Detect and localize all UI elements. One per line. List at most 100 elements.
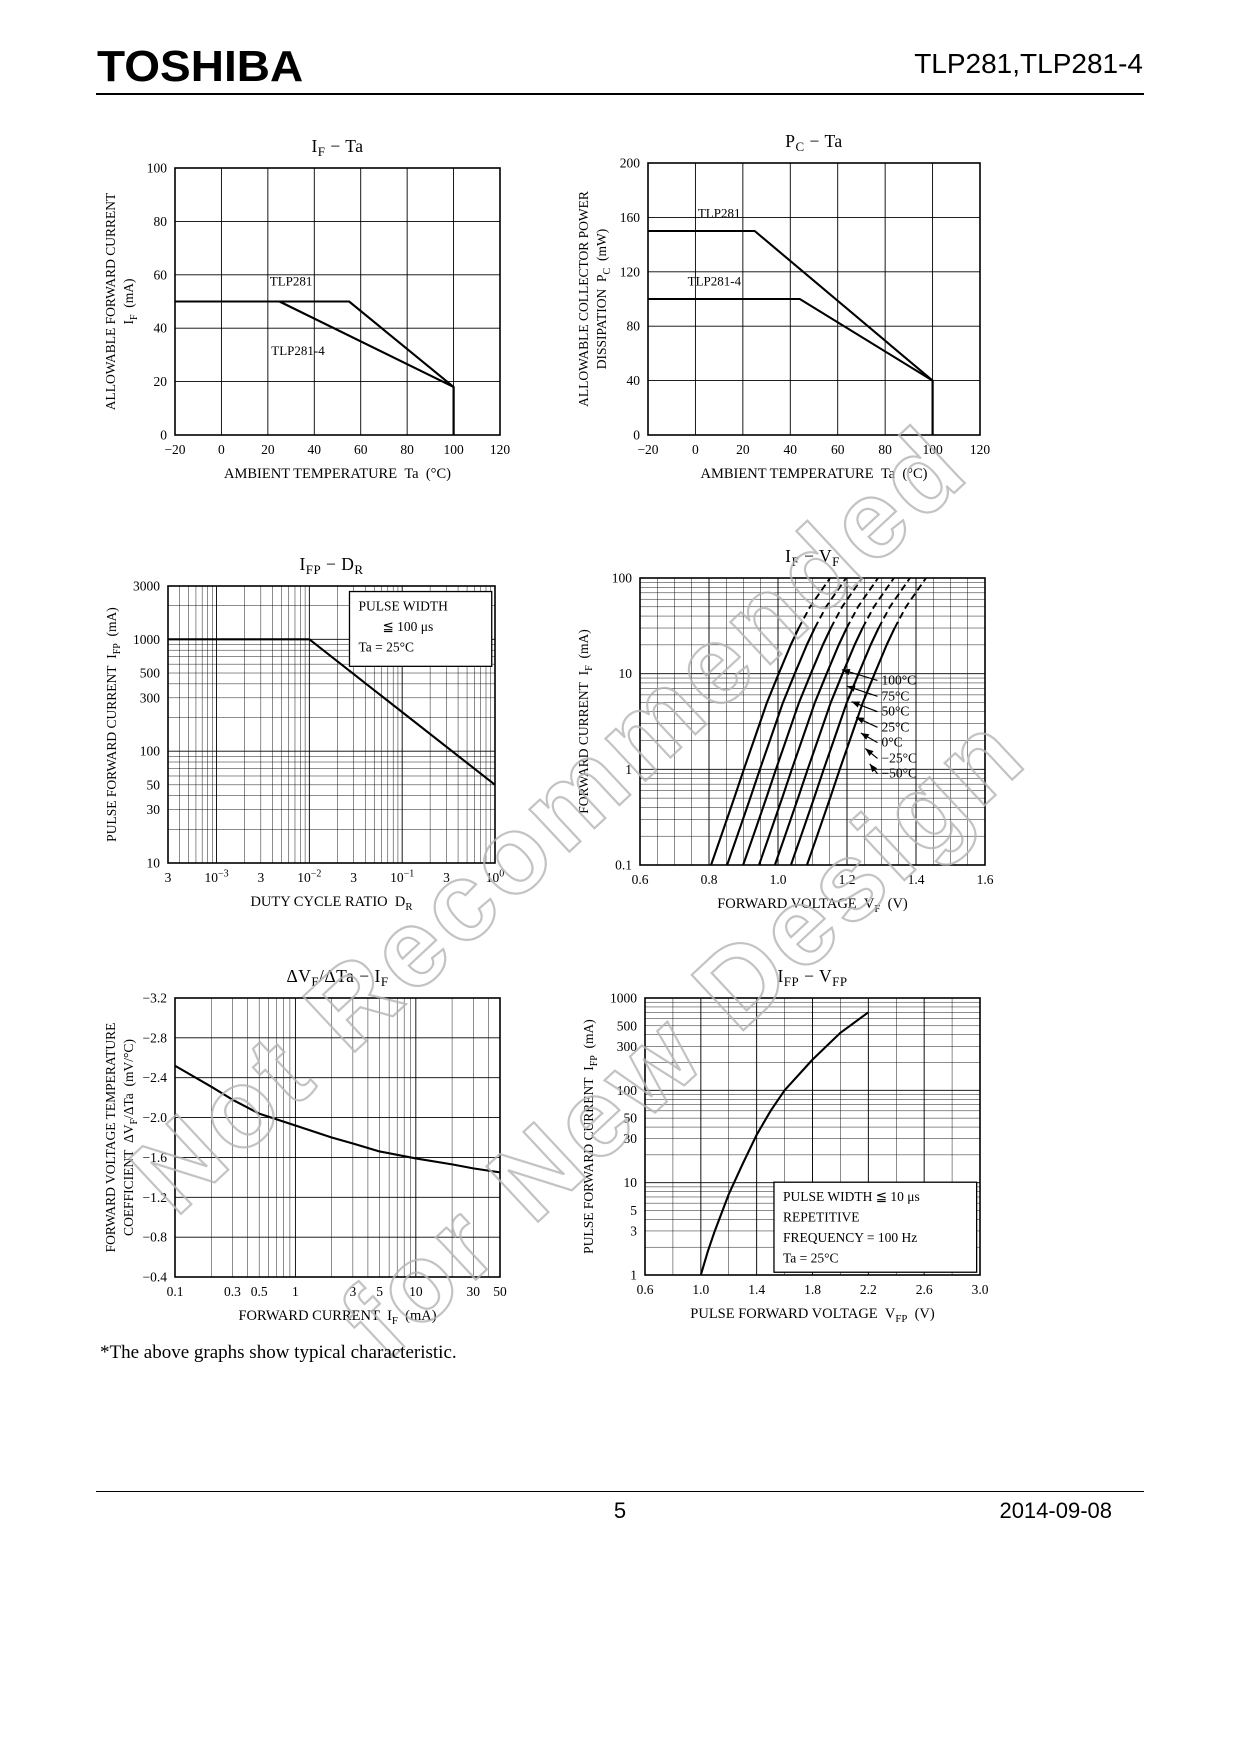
svg-text:0.1: 0.1 [167,1284,184,1299]
svg-text:60: 60 [154,267,168,282]
svg-text:20: 20 [261,442,275,457]
svg-text:40: 40 [627,373,641,388]
svg-text:50: 50 [493,1284,507,1299]
svg-text:TLP281-4: TLP281-4 [271,343,325,358]
svg-text:2.2: 2.2 [860,1282,877,1297]
svg-text:TLP281-4: TLP281-4 [688,273,742,288]
svg-text:DISSIPATION PC (mW): DISSIPATION PC (mW) [594,229,613,369]
svg-text:1000: 1000 [133,632,160,647]
svg-text:75°C: 75°C [882,688,910,703]
svg-text:3: 3 [349,1284,356,1299]
svg-text:5: 5 [630,1203,637,1218]
svg-text:120: 120 [970,442,991,457]
chart-if-ta-figure: TLP281 TLP281-4 −20 0 20 40 60 80 100 120 0 20 40 60 8… [95,130,525,495]
svg-text:100: 100 [443,442,464,457]
svg-text:FORWARD CURRENT IF (mA): FORWARD CURRENT IF (mA) [238,1308,436,1327]
toshiba-logo: TOSHIBA [97,40,304,91]
chart-pc-ta-figure: TLP281 TLP281-4 −20 0 20 40 60 80 100 120 0 40 80 120… [568,125,1005,495]
chart-if-vf: 100°C75°C50°C25°C0°C−25°C−50°C 0.6 0.8 1.0 1… [576,546,994,915]
svg-text:IFP − DR: IFP − DR [299,554,363,577]
svg-text:60: 60 [354,442,368,457]
svg-text:0°C: 0°C [882,735,903,750]
svg-text:−0.8: −0.8 [143,1230,168,1245]
svg-text:300: 300 [140,690,161,705]
svg-text:10: 10 [619,666,633,681]
svg-text:−3.2: −3.2 [143,991,168,1006]
svg-text:3: 3 [443,870,450,885]
chart-dvf-dta-figure: 0.1 0.3 0.5 1 3 5 10 30 50 −3.2 −2.8 −2.4 −2.0 −1.6 −1… [95,960,525,1337]
svg-text:10: 10 [409,1284,423,1299]
svg-text:−0.4: −0.4 [143,1270,168,1285]
svg-text:80: 80 [878,442,892,457]
svg-text:PULSE WIDTH: PULSE WIDTH [358,599,448,614]
svg-text:1.4: 1.4 [748,1282,765,1297]
svg-text:100: 100 [140,744,161,759]
svg-text:1: 1 [292,1284,299,1299]
svg-text:500: 500 [140,666,161,681]
svg-text:−20: −20 [637,442,658,457]
svg-text:40: 40 [154,321,168,336]
svg-text:100: 100 [147,161,168,176]
svg-text:Ta = 25°C: Ta = 25°C [358,640,414,655]
svg-text:≦ 100 μs: ≦ 100 μs [382,619,433,634]
svg-text:40: 40 [784,442,798,457]
svg-text:50°C: 50°C [882,704,910,719]
svg-text:20: 20 [736,442,750,457]
svg-text:IF − VF: IF − VF [785,546,840,569]
svg-text:IFP − VFP: IFP − VFP [777,966,847,989]
svg-text:0.8: 0.8 [701,872,718,887]
svg-text:120: 120 [620,264,641,279]
svg-text:1.0: 1.0 [770,872,787,887]
svg-text:ΔVF/ΔTa − IF: ΔVF/ΔTa − IF [286,966,388,989]
svg-text:100: 100 [922,442,943,457]
svg-text:25°C: 25°C [882,719,910,734]
svg-text:160: 160 [620,210,641,225]
chart-dvf-dta: 0.1 0.3 0.5 1 3 5 10 30 50 −3.2 −2.8 −2.4 −2.0 −1.6 −1… [103,966,507,1327]
svg-text:80: 80 [627,319,641,334]
svg-text:PULSE FORWARD VOLTAGE VFP (V: PULSE FORWARD VOLTAGE VFP (V) [690,1306,935,1325]
svg-text:Ta = 25°C: Ta = 25°C [783,1251,839,1266]
svg-text:80: 80 [154,214,168,229]
svg-text:3: 3 [350,870,357,885]
svg-text:1.4: 1.4 [908,872,925,887]
svg-text:−25°C: −25°C [882,750,918,765]
svg-text:ALLOWABLE COLLECTOR POWER: ALLOWABLE COLLECTOR POWER [576,191,591,407]
svg-text:0.6: 0.6 [637,1282,654,1297]
svg-text:−50°C: −50°C [882,766,918,781]
svg-text:50: 50 [624,1111,638,1126]
svg-text:10−2: 10−2 [297,869,321,886]
svg-text:500: 500 [617,1018,638,1033]
svg-text:2.6: 2.6 [916,1282,933,1297]
svg-text:AMBIENT TEMPERATURE Ta (°C): AMBIENT TEMPERATURE Ta (°C) [224,466,451,482]
svg-text:3: 3 [165,870,172,885]
svg-text:3: 3 [630,1223,637,1238]
svg-text:3: 3 [257,870,264,885]
svg-text:−2.4: −2.4 [143,1070,168,1085]
svg-text:FORWARD VOLTAGE VF (V): FORWARD VOLTAGE VF (V) [717,896,908,915]
part-number: TLP281,TLP281-4 [914,48,1143,79]
svg-text:0.6: 0.6 [632,872,649,887]
svg-text:5: 5 [376,1284,383,1299]
svg-text:100: 100 [617,1083,638,1098]
svg-text:10−3: 10−3 [204,869,228,886]
svg-text:10: 10 [147,856,161,871]
svg-text:ALLOWABLE FORWARD CURRENT: ALLOWABLE FORWARD CURRENT [103,192,118,410]
svg-text:1: 1 [630,1268,637,1283]
svg-text:1: 1 [625,762,632,777]
svg-text:PC − Ta: PC − Ta [785,131,842,154]
svg-text:−1.6: −1.6 [143,1150,168,1165]
svg-text:60: 60 [831,442,845,457]
svg-text:0: 0 [633,428,640,443]
svg-text:10: 10 [624,1175,638,1190]
svg-text:80: 80 [400,442,414,457]
svg-text:COEFFICIENT ΔVF/ΔTa (mV/°C): COEFFICIENT ΔVF/ΔTa (mV/°C) [121,1039,140,1236]
svg-text:FREQUENCY = 100 Hz: FREQUENCY = 100 Hz [783,1230,917,1245]
svg-text:−2.0: −2.0 [143,1110,168,1125]
svg-text:100°C: 100°C [882,672,917,687]
footer-rule [96,1491,1144,1492]
svg-text:120: 120 [490,442,511,457]
svg-text:100: 100 [612,571,633,586]
svg-text:IF − Ta: IF − Ta [311,136,363,159]
